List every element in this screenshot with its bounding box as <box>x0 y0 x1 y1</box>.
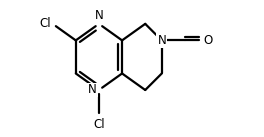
Text: Cl: Cl <box>39 17 51 30</box>
Text: O: O <box>204 34 213 47</box>
Text: N: N <box>157 34 166 47</box>
Text: Cl: Cl <box>93 119 105 131</box>
Text: N: N <box>88 83 97 96</box>
Text: N: N <box>95 9 103 22</box>
